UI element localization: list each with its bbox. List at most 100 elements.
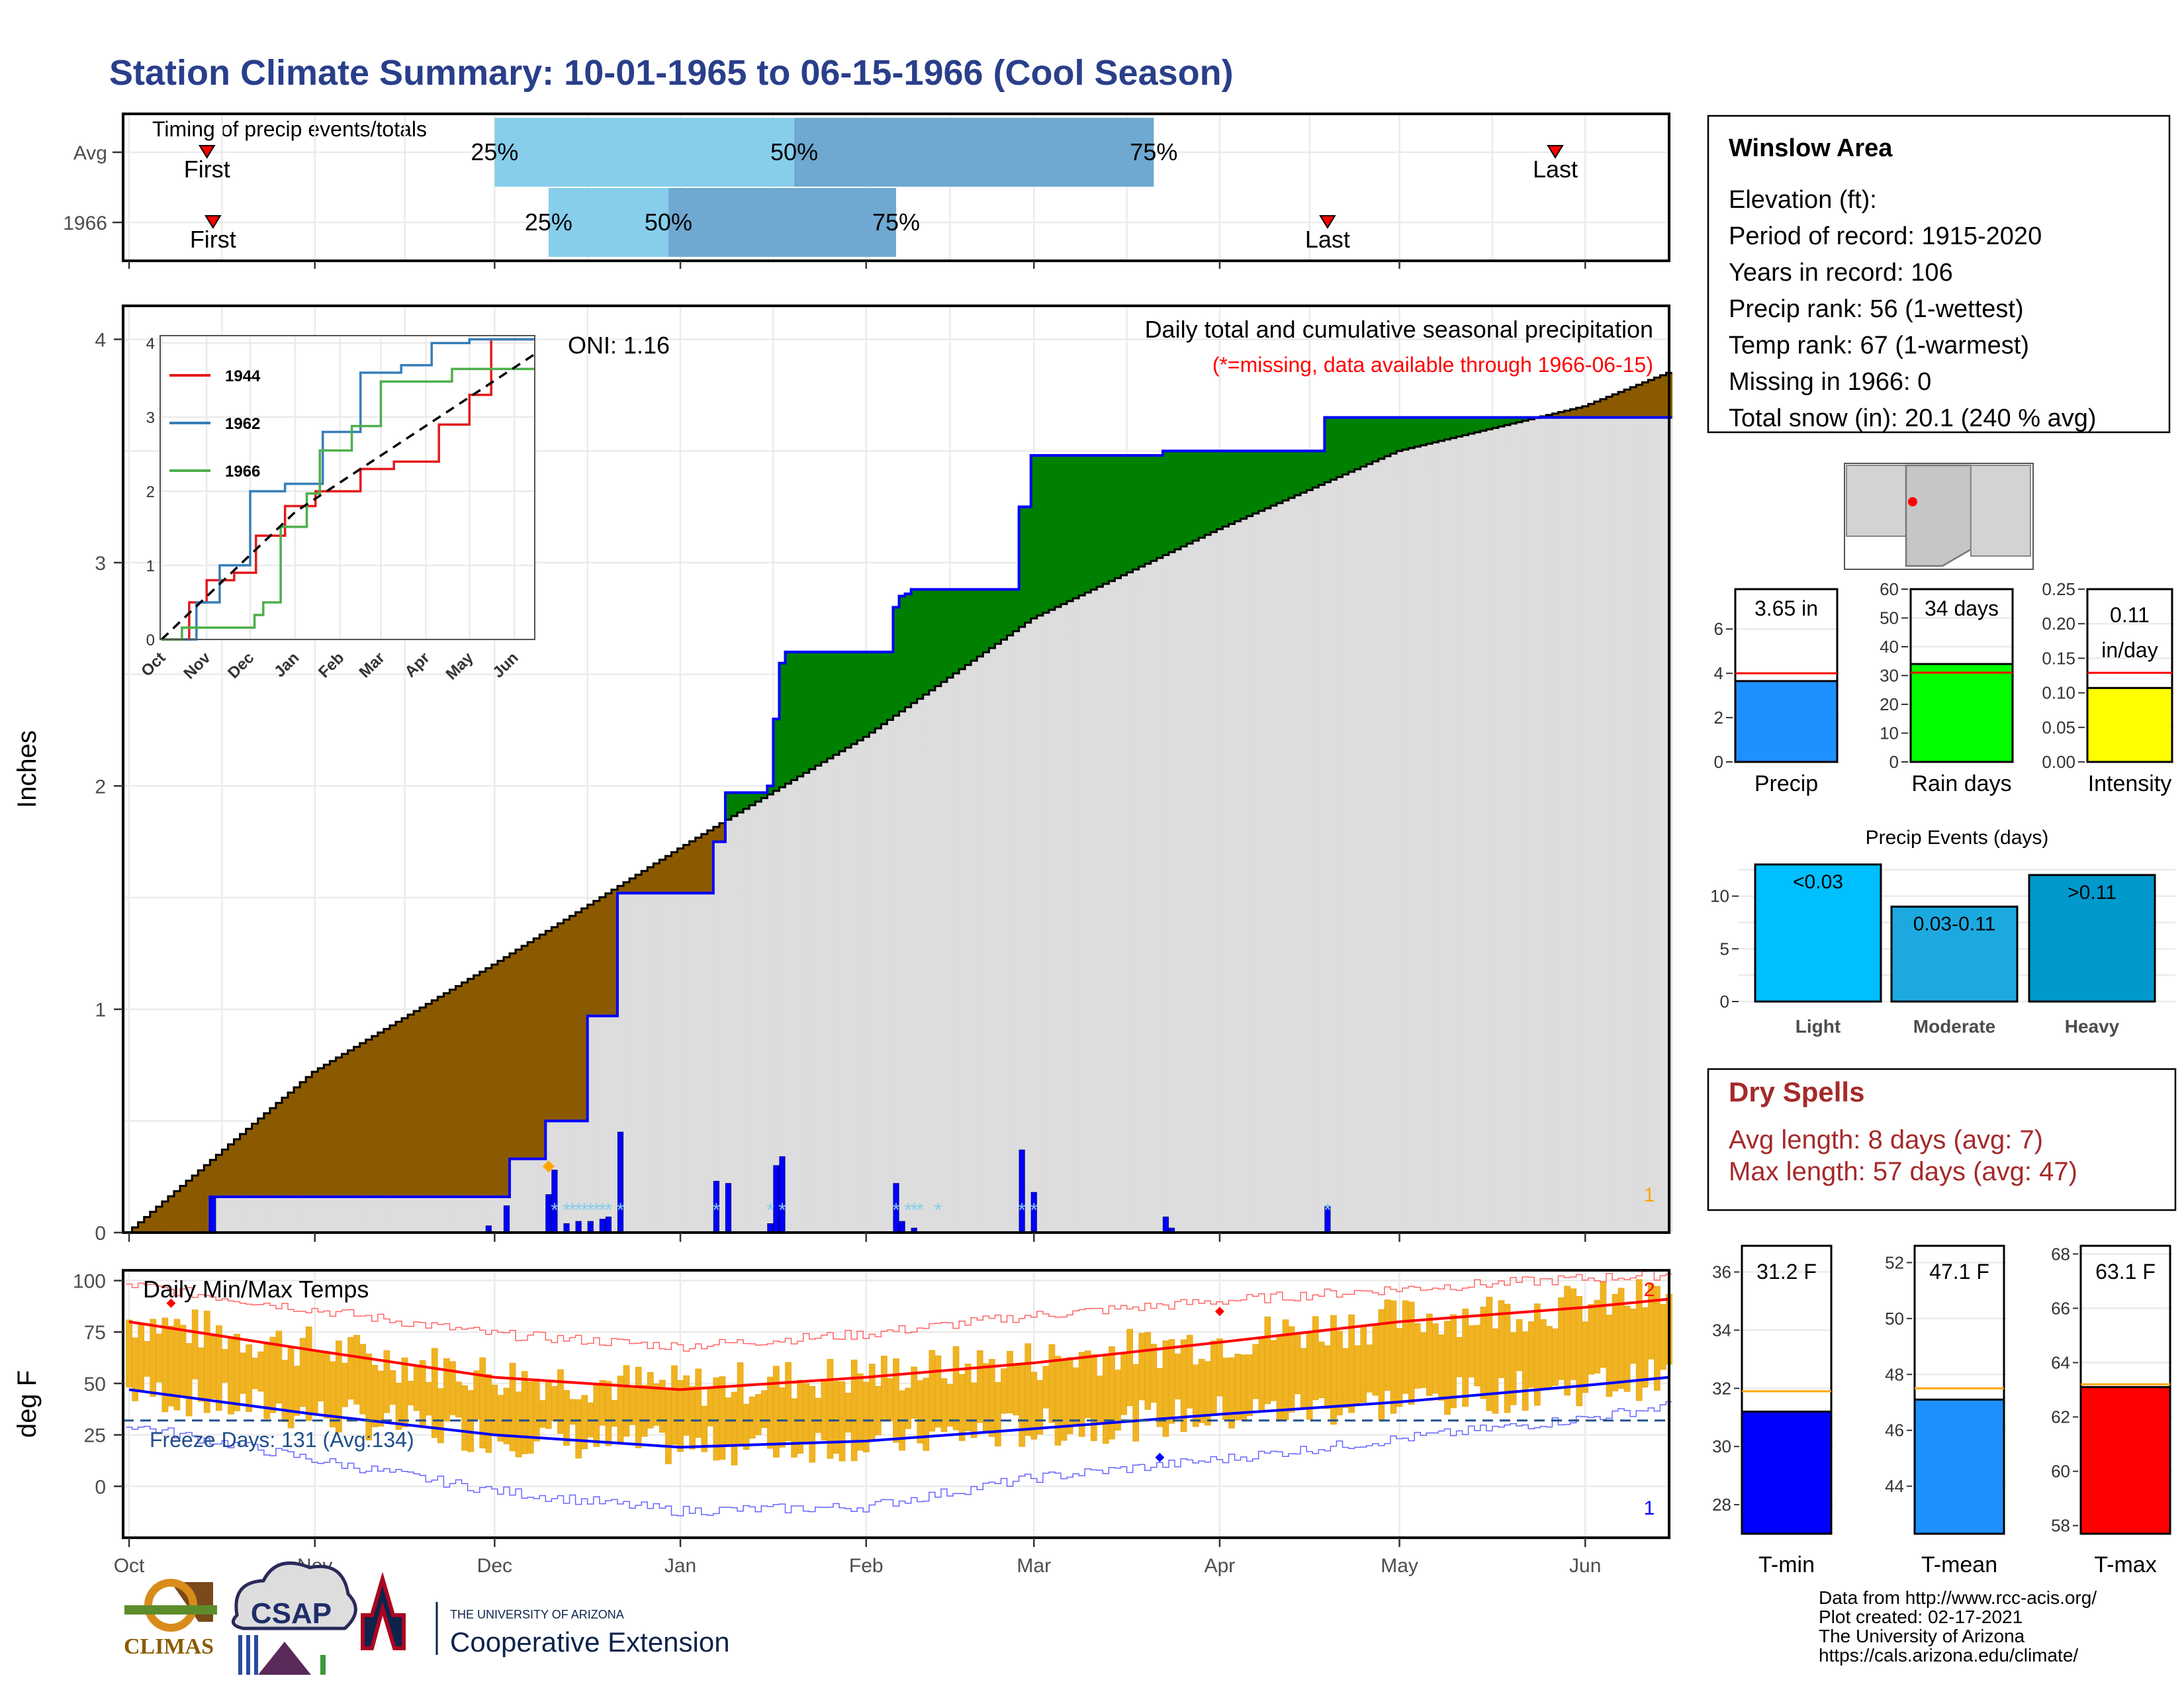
inset-frame	[159, 335, 535, 640]
precip-events-chart: Precip Events (days) <0.03 Light 0.03-0.11 M…	[1710, 827, 2175, 1037]
dry-spells-title: Dry Spells	[1729, 1076, 1864, 1107]
csap-wordmark: CSAP	[251, 1597, 332, 1630]
inset-y-tick-label: 2	[146, 483, 155, 501]
observed-cumulative-line	[126, 416, 1672, 1234]
precip-rank-marker: 1	[1644, 1184, 1655, 1206]
month-tick-label: Jun	[1569, 1555, 1601, 1577]
snow-marker: *	[592, 1199, 600, 1221]
snow-marker: *	[1324, 1199, 1332, 1221]
mini-bar-label: Rain days	[1911, 771, 2011, 796]
ua-small-text: THE UNIVERSITY OF ARIZONA	[450, 1608, 624, 1621]
dry-spells-box: Dry Spells Avg length: 8 days (avg: 7) M…	[1707, 1068, 2177, 1211]
station-lines: Elevation (ft): Period of record: 1915-20…	[1729, 186, 2097, 432]
station-info-line: Precip rank: 56 (1-wettest)	[1729, 295, 2024, 323]
mini-bar-tick-label: 0.10	[2042, 683, 2075, 703]
avg-max-temp-line	[128, 1297, 1670, 1391]
temp-panel: Daily Min/Max Temps Freeze Days: 131 (Avg…	[13, 1269, 1672, 1539]
snow-marker: *	[551, 1199, 559, 1221]
snow-marker: *	[916, 1199, 924, 1221]
timing-p75-label: 75%	[872, 209, 920, 236]
last-event-label: Last	[1305, 226, 1350, 253]
precip-subtitle: Daily total and cumulative seasonal prec…	[1145, 316, 1653, 343]
temp-bar-tick-label: 62	[2051, 1407, 2070, 1427]
daily-precip-bar	[210, 1196, 216, 1233]
snow-marker: *	[1030, 1199, 1038, 1221]
precip-events-tick-label: 5	[1720, 939, 1729, 959]
mini-bar-value: 0.11	[2110, 603, 2150, 627]
precip-y-tick-label: 1	[95, 1000, 106, 1021]
station-info-line: Years in record: 106	[1729, 259, 1953, 287]
mini-bar-value: 3.65 in	[1754, 596, 1818, 620]
precip-y-axis-label: Inches	[13, 730, 42, 808]
month-tick-label: Apr	[1205, 1555, 1236, 1577]
last-event-marker	[1547, 145, 1564, 159]
inset-y-tick-label: 3	[146, 409, 155, 427]
timing-label: Timing of precip events/totals	[152, 117, 427, 141]
snow-marker: *	[569, 1199, 576, 1221]
temp-bar-t-max	[2079, 1385, 2171, 1535]
timing-p50-label: 50%	[770, 138, 818, 165]
footer-credits: Data from http://www.rcc-acis.org/Plot c…	[1819, 1587, 2097, 1665]
month-tick-label: Mar	[1017, 1555, 1051, 1577]
temp-bar-tick-label: 36	[1712, 1262, 1731, 1282]
oni-label: ONI: 1.16	[568, 332, 670, 359]
event-bar-label: 0.03-0.11	[1913, 914, 1996, 935]
event-bar-moderate	[1890, 906, 2019, 1003]
footer-logos: CLIMAS CSAP THE UNIVERSITY OF ARIZONA Co…	[124, 1561, 730, 1675]
precip-y-tick-label: 4	[95, 330, 106, 352]
event-bar-light	[1754, 863, 1882, 1003]
mini-bar-tick-label: 60	[1880, 579, 1899, 599]
temp-bar-tick-label: 52	[1885, 1252, 1904, 1272]
inset-background	[160, 336, 535, 639]
mini-bar-tick-label: 20	[1880, 694, 1899, 714]
temp-bar-label: T-mean	[1921, 1552, 1997, 1577]
precip-frame	[122, 305, 1670, 1234]
last-event-label: Last	[1533, 156, 1578, 183]
first-event-label: First	[190, 226, 236, 253]
temp-y-axis-label: deg F	[13, 1370, 42, 1438]
temp-bar-frame	[1913, 1244, 2005, 1535]
event-category-label: Heavy	[2065, 1016, 2120, 1037]
inset-legend-label: 1966	[225, 463, 260, 481]
precip-events-tick-label: 0	[1720, 992, 1729, 1011]
daily-precip-bar	[563, 1223, 570, 1233]
mini-bar-tick-label: 0.20	[2042, 614, 2075, 633]
station-info-line: Total snow (in): 20.1 (240 % avg)	[1729, 404, 2097, 432]
temp-y-tick-label: 50	[84, 1374, 106, 1395]
inset-y-tick-label: 0	[146, 632, 155, 649]
timing-panel: Timing of precip events/totals 25% 50% 75%…	[63, 113, 1670, 269]
snow-marker: *	[598, 1199, 606, 1221]
csap-rain-bar	[246, 1635, 250, 1675]
timing-bar-50-75	[668, 188, 896, 257]
mini-bar-tick-label: 0	[1714, 752, 1723, 772]
temp-bar-tick-label: 50	[1885, 1309, 1904, 1329]
temp-bar-tick-label: 48	[1885, 1364, 1904, 1384]
mini-bar-tick-label: 50	[1880, 608, 1899, 628]
temp-bar-value: 31.2 F	[1756, 1260, 1817, 1284]
event-bar-heavy	[2028, 874, 2156, 1003]
daily-precip-bar	[767, 1223, 774, 1233]
avg-cumulative-line	[126, 371, 1672, 1234]
event-category-label: Light	[1796, 1016, 1841, 1037]
csap-rain-bar	[238, 1635, 242, 1675]
mini-bar-tick-label: 6	[1714, 619, 1723, 639]
ua-a-icon	[361, 1571, 406, 1650]
timing-p50-label: 50%	[645, 209, 692, 236]
temp-bar-value: 63.1 F	[2095, 1260, 2156, 1284]
temperature-bar-charts: 31.2 F 28 30 32 34 36 T-min 47.1 F 44 46 48 50 52 T-m…	[1712, 1244, 2173, 1577]
temp-bar-tick-label: 64	[2051, 1352, 2070, 1372]
temp-bar-label: T-min	[1758, 1552, 1815, 1577]
month-tick-label: Dec	[477, 1555, 512, 1577]
climas-wordmark: CLIMAS	[124, 1634, 214, 1659]
mini-bar-value: 34 days	[1925, 596, 1999, 620]
daily-precip-bar	[899, 1221, 905, 1233]
temp-bar-tick-label: 44	[1885, 1476, 1904, 1496]
snow-marker: *	[910, 1199, 918, 1221]
daily-precip-bar	[503, 1205, 510, 1233]
station-info-line: Missing in 1966: 0	[1729, 368, 1931, 396]
mini-bar-rain-days	[1909, 663, 2014, 763]
timing-bar-50-75	[794, 118, 1154, 187]
freeze-days-label: Freeze Days: 131 (Avg:134)	[150, 1428, 414, 1452]
avg-min-temp-line	[128, 1376, 1670, 1449]
precip-y-tick-label: 3	[95, 553, 106, 575]
